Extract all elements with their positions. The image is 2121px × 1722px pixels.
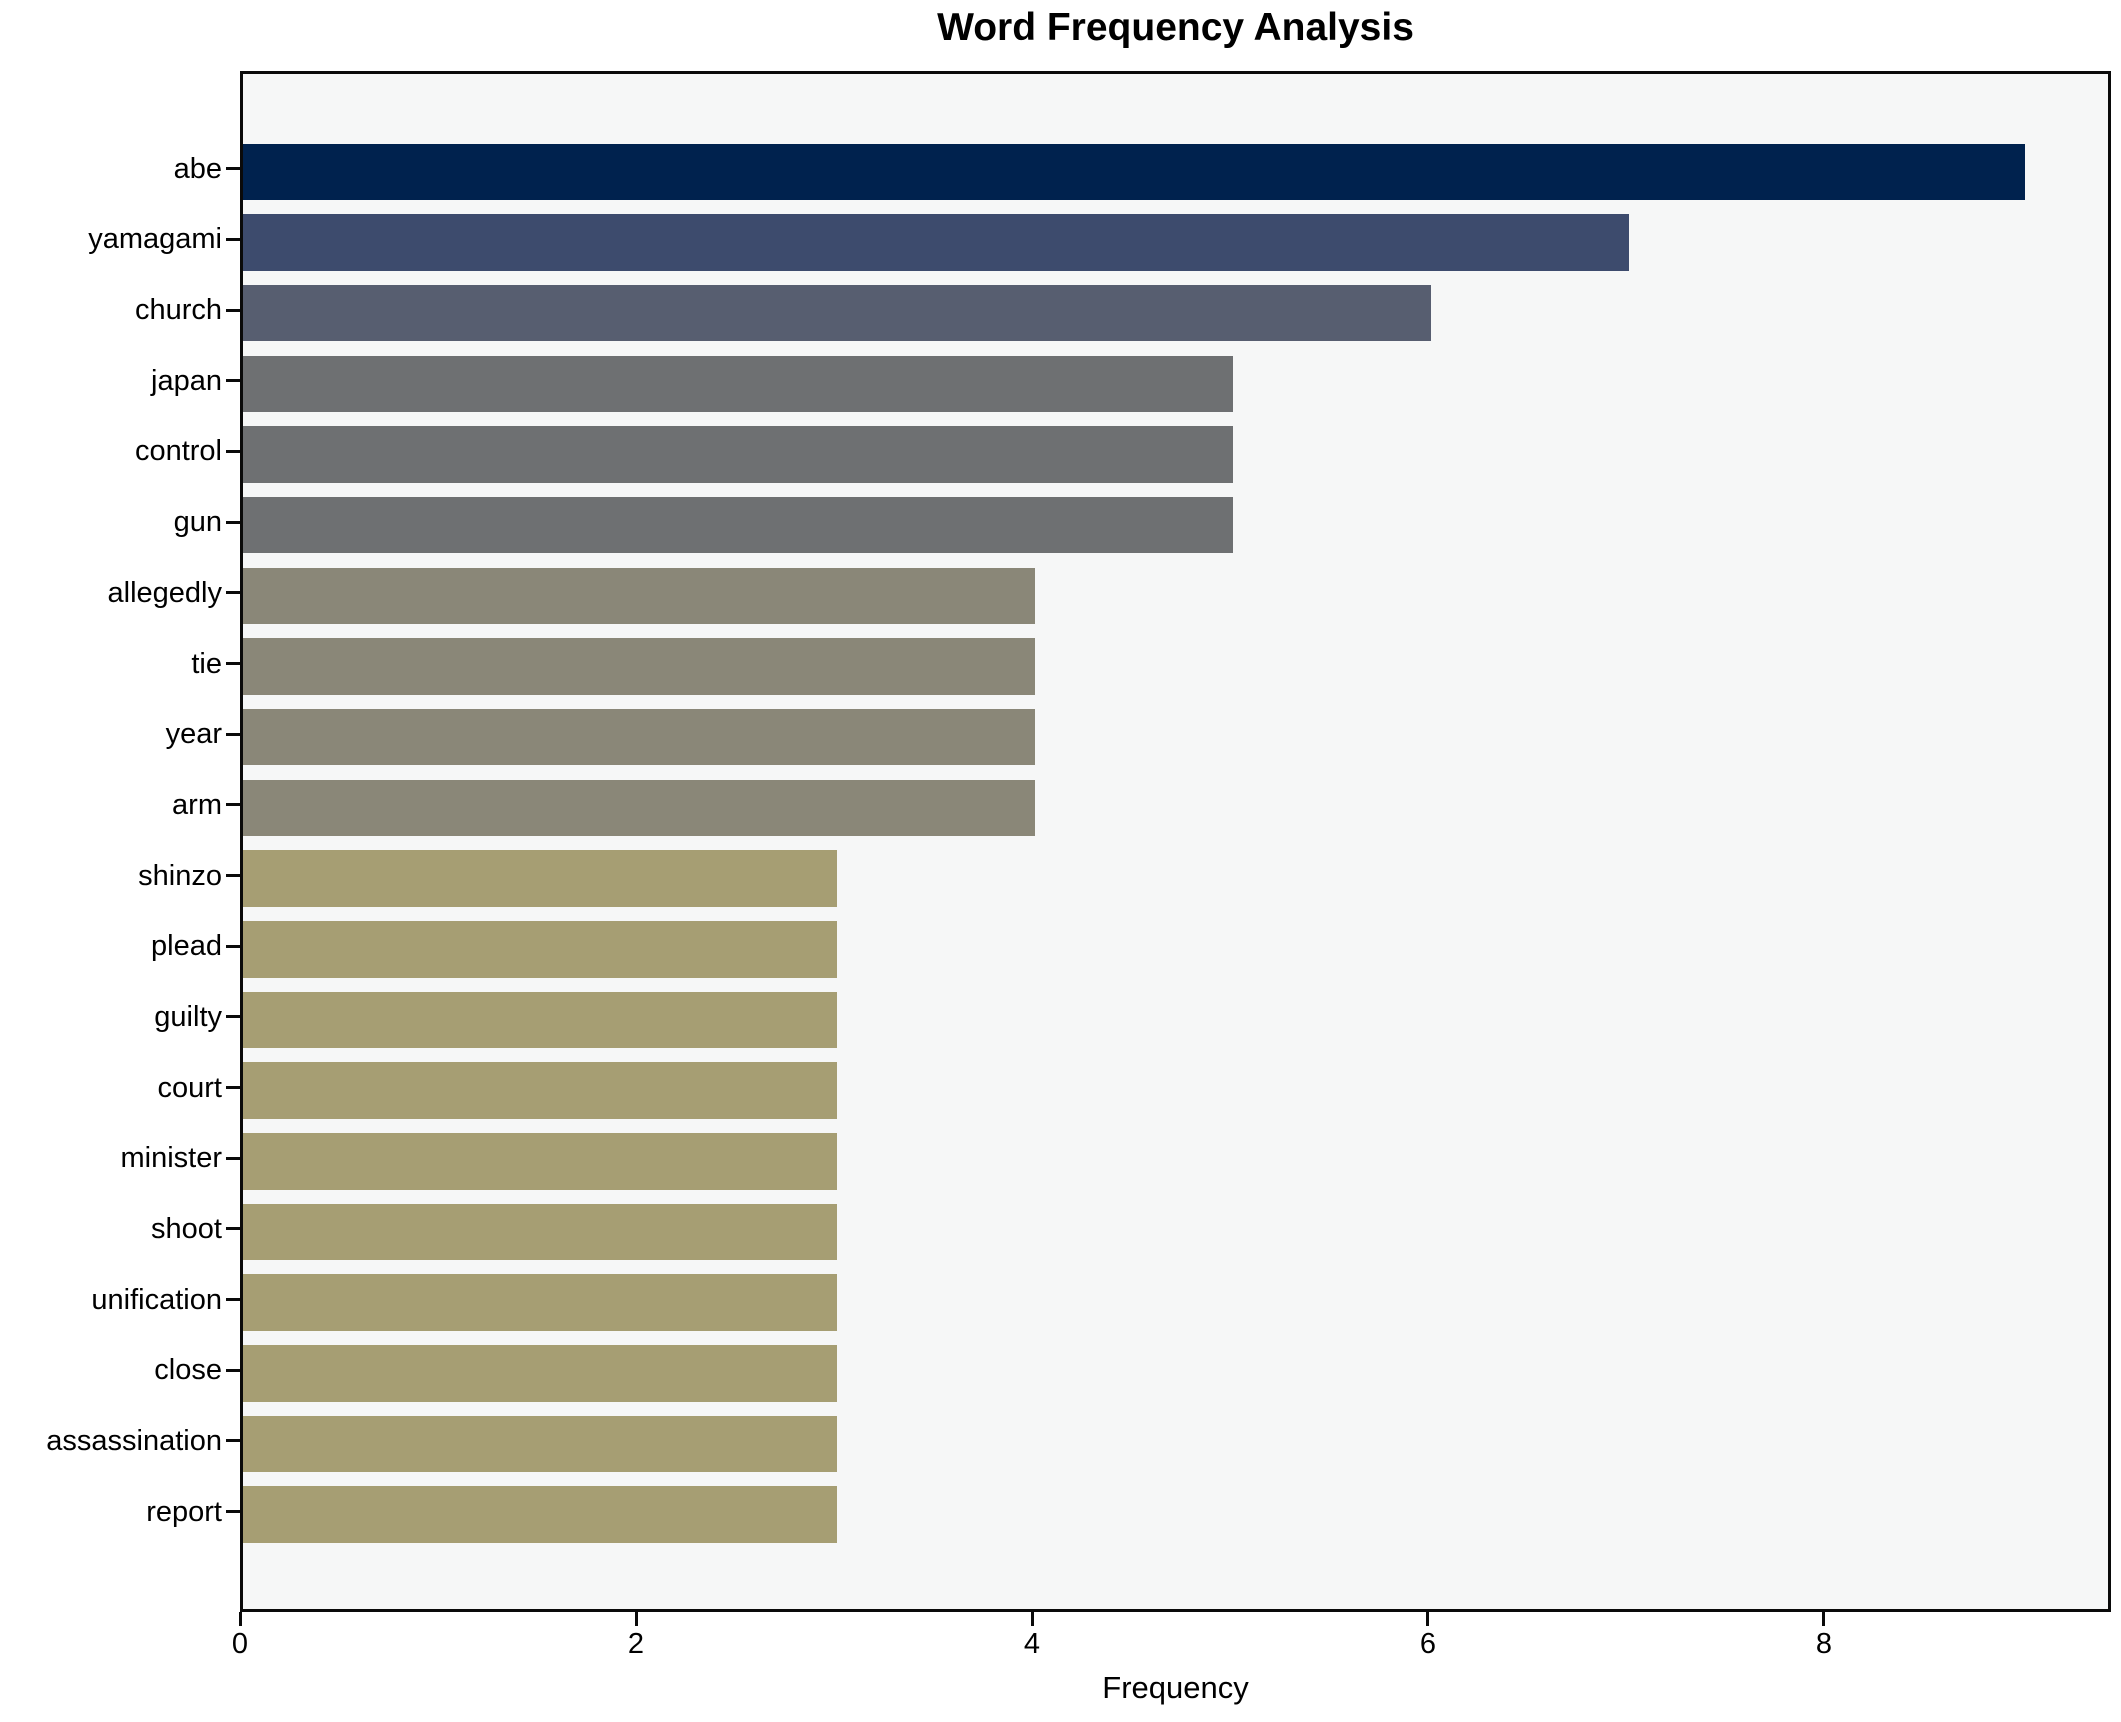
y-tick-label-japan: japan xyxy=(151,364,222,397)
x-tick-mark xyxy=(1030,1612,1034,1626)
bar-report xyxy=(243,1486,837,1543)
bar-year xyxy=(243,708,1035,766)
bar-plead xyxy=(243,921,837,978)
y-tick-label-report: report xyxy=(146,1495,222,1528)
x-tick-label-6: 6 xyxy=(1419,1628,1436,1660)
bar-shoot xyxy=(243,1203,837,1261)
y-tick-mark xyxy=(226,1015,240,1019)
y-tick-mark xyxy=(226,1086,240,1090)
bar-guilty xyxy=(243,991,837,1049)
y-tick-mark xyxy=(226,662,240,665)
bar-japan xyxy=(243,355,1233,412)
y-tick-label-court: court xyxy=(157,1071,222,1104)
y-tick-mark xyxy=(226,449,240,453)
y-tick-label-assassination: assassination xyxy=(46,1424,222,1457)
y-tick-mark xyxy=(226,1439,240,1443)
y-tick-label-control: control xyxy=(134,435,222,468)
bar-assassination xyxy=(243,1415,837,1473)
bar-yamagami xyxy=(243,214,1629,271)
bar-close xyxy=(243,1345,837,1402)
bar-allegedly xyxy=(243,567,1035,625)
y-tick-mark xyxy=(226,591,240,595)
bar-gun xyxy=(243,496,1233,554)
y-tick-label-year: year xyxy=(165,718,222,751)
x-axis-label: Frequency xyxy=(1102,1670,1249,1705)
y-tick-label-abe: abe xyxy=(173,152,222,185)
y-tick-label-unification: unification xyxy=(91,1283,222,1316)
bar-shinzo xyxy=(243,850,837,907)
y-tick-mark xyxy=(226,803,240,807)
y-tick-mark xyxy=(226,1227,240,1231)
y-tick-mark xyxy=(226,167,240,171)
y-tick-mark xyxy=(226,874,240,878)
bar-minister xyxy=(243,1133,837,1190)
y-tick-mark xyxy=(226,520,240,524)
y-tick-label-gun: gun xyxy=(173,506,222,539)
y-tick-mark xyxy=(226,379,240,383)
x-tick-label-0: 0 xyxy=(231,1628,249,1660)
x-tick-label-2: 2 xyxy=(627,1628,645,1660)
y-tick-label-allegedly: allegedly xyxy=(107,576,222,609)
bar-church xyxy=(243,284,1431,342)
x-tick-label-4: 4 xyxy=(1023,1628,1041,1660)
y-tick-label-plead: plead xyxy=(151,930,222,963)
y-tick-mark xyxy=(226,1298,240,1302)
y-tick-label-guilty: guilty xyxy=(154,1000,222,1033)
bar-court xyxy=(243,1062,837,1119)
bar-tie xyxy=(243,638,1035,695)
x-tick-mark xyxy=(634,1612,638,1626)
y-tick-label-shinzo: shinzo xyxy=(138,859,222,892)
y-tick-label-tie: tie xyxy=(191,647,222,680)
y-tick-label-shoot: shoot xyxy=(151,1212,222,1245)
y-tick-label-arm: arm xyxy=(172,788,222,821)
y-tick-mark xyxy=(226,1510,240,1514)
y-tick-mark xyxy=(226,1156,240,1160)
x-tick-label-8: 8 xyxy=(1815,1628,1832,1660)
y-tick-mark xyxy=(226,308,240,312)
chart-title: Word Frequency Analysis xyxy=(937,6,1414,49)
plot-area xyxy=(240,71,2111,1612)
y-tick-label-close: close xyxy=(154,1354,222,1387)
y-tick-label-yamagami: yamagami xyxy=(88,223,222,256)
y-tick-label-church: church xyxy=(134,294,222,327)
x-tick-mark xyxy=(1426,1612,1430,1626)
y-tick-mark xyxy=(226,1368,240,1372)
x-tick-mark xyxy=(1822,1612,1826,1626)
bar-arm xyxy=(243,779,1035,837)
y-tick-mark xyxy=(226,944,240,948)
y-tick-label-minister: minister xyxy=(120,1142,222,1175)
y-tick-mark xyxy=(226,732,240,736)
bar-abe xyxy=(243,143,2025,200)
bar-unification xyxy=(243,1274,837,1331)
x-tick-mark xyxy=(238,1612,242,1626)
y-tick-mark xyxy=(226,237,240,241)
bar-control xyxy=(243,426,1233,483)
